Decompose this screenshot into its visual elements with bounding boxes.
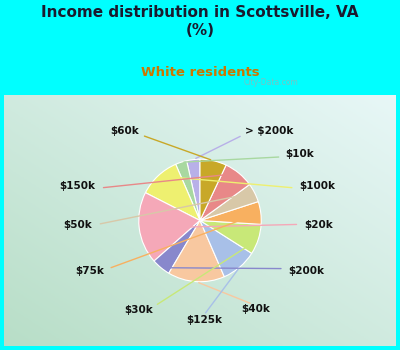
Text: $50k: $50k bbox=[64, 219, 92, 230]
Text: $10k: $10k bbox=[286, 148, 314, 159]
Wedge shape bbox=[154, 220, 200, 273]
Wedge shape bbox=[200, 220, 252, 277]
Text: $20k: $20k bbox=[304, 219, 333, 230]
Text: $60k: $60k bbox=[110, 126, 139, 136]
Text: $200k: $200k bbox=[288, 266, 324, 276]
Text: $150k: $150k bbox=[60, 181, 96, 191]
Wedge shape bbox=[176, 161, 200, 220]
Wedge shape bbox=[169, 220, 224, 282]
Wedge shape bbox=[187, 159, 200, 220]
Wedge shape bbox=[146, 164, 200, 220]
Wedge shape bbox=[200, 165, 250, 220]
Wedge shape bbox=[200, 184, 258, 220]
Text: White residents: White residents bbox=[141, 66, 259, 79]
Wedge shape bbox=[200, 220, 261, 253]
Text: $30k: $30k bbox=[124, 305, 153, 315]
Wedge shape bbox=[200, 202, 261, 224]
Text: > $200k: > $200k bbox=[245, 126, 293, 136]
Text: City-Data.com: City-Data.com bbox=[243, 78, 298, 88]
Text: $75k: $75k bbox=[75, 266, 104, 276]
Text: Income distribution in Scottsville, VA
(%): Income distribution in Scottsville, VA (… bbox=[41, 5, 359, 38]
Text: $125k: $125k bbox=[186, 315, 222, 325]
Text: $100k: $100k bbox=[300, 181, 336, 191]
Wedge shape bbox=[139, 193, 200, 261]
Text: $40k: $40k bbox=[241, 304, 270, 314]
Wedge shape bbox=[200, 159, 226, 220]
